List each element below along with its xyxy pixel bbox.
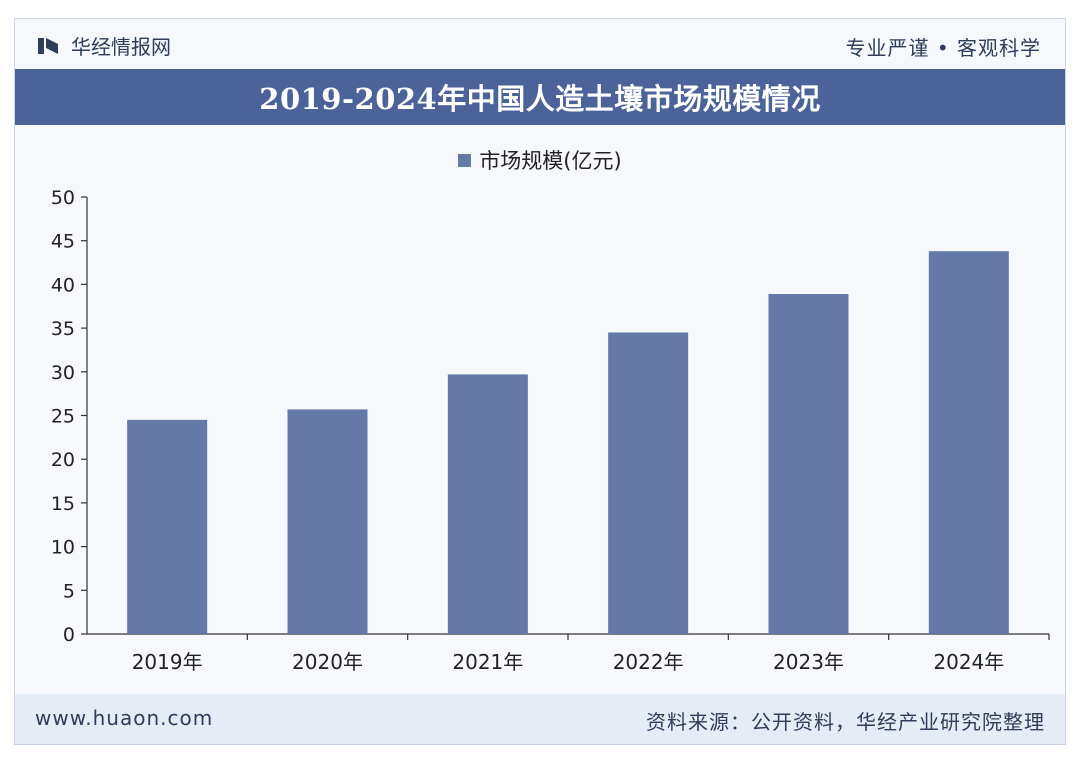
brand: 华经情报网 (37, 31, 171, 60)
legend-swatch (458, 153, 472, 167)
title-bar: 2019-2024年中国人造土壤市场规模情况 (15, 69, 1065, 125)
y-tick-label: 0 (63, 624, 75, 646)
bar (928, 251, 1009, 635)
y-tick-label: 50 (51, 187, 75, 209)
y-tick-label: 40 (51, 274, 75, 296)
x-tick-label: 2022年 (613, 650, 684, 674)
bar (287, 409, 368, 634)
source-note: 资料来源：公开资料，华经产业研究院整理 (646, 710, 1045, 734)
site-url: www.huaon.com (35, 706, 214, 730)
y-tick-label: 15 (51, 493, 75, 515)
x-tick-label: 2024年 (933, 650, 1004, 674)
slogan: 专业严谨 • 客观科学 (845, 36, 1041, 60)
legend: 市场规模(亿元) (15, 145, 1065, 175)
bar (608, 332, 689, 634)
y-tick-label: 25 (51, 406, 75, 428)
x-tick-label: 2019年 (132, 650, 203, 674)
brand-name: 华经情报网 (71, 35, 171, 59)
bar-chart: 0 5 10 15 20 25 30 35 40 45 50 2019年 2020年 2021年 2022年… (51, 187, 1050, 674)
x-tick-label: 2021年 (452, 650, 523, 674)
footer: www.huaon.com 资料来源：公开资料，华经产业研究院整理 (15, 694, 1065, 744)
chart-title: 2019-2024年中国人造土壤市场规模情况 (259, 82, 821, 116)
bar (768, 294, 849, 634)
chart-frame: 华经情报网 专业严谨 • 客观科学 2019-2024年中国人造土壤市场规模情况… (14, 18, 1066, 745)
x-tick-label: 2023年 (773, 650, 844, 674)
logo-icon (38, 37, 58, 54)
x-tick-label: 2020年 (292, 650, 363, 674)
legend-label: 市场规模(亿元) (479, 149, 622, 173)
y-tick-label: 45 (51, 231, 75, 253)
bar (127, 419, 208, 634)
y-tick-label: 5 (63, 580, 75, 602)
y-tick-label: 20 (51, 449, 75, 471)
header: 华经情报网 专业严谨 • 客观科学 (15, 19, 1065, 69)
y-tick-label: 35 (51, 318, 75, 340)
y-tick-label: 10 (51, 537, 75, 559)
bar (447, 374, 528, 634)
y-tick-label: 30 (51, 362, 75, 384)
